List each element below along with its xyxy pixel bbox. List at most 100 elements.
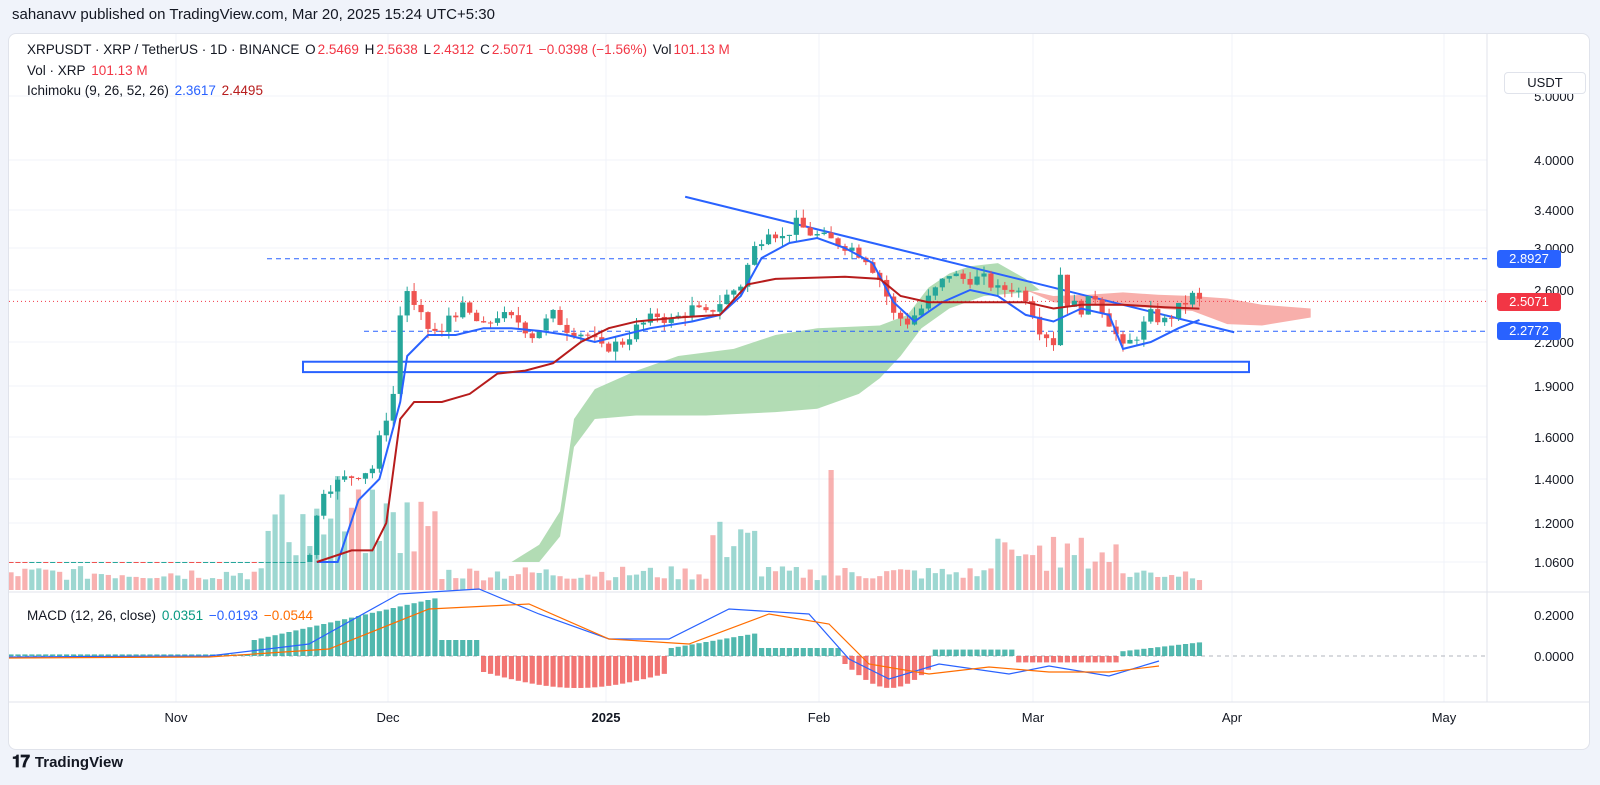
macd-hist-bar bbox=[390, 608, 396, 656]
volume-bar bbox=[898, 569, 904, 590]
candle-body bbox=[640, 322, 647, 325]
volume-bar bbox=[251, 571, 257, 590]
volume-bar bbox=[606, 580, 612, 590]
macd-hist-bar bbox=[884, 656, 890, 688]
volume-bar bbox=[258, 568, 264, 590]
candle-body bbox=[529, 333, 535, 339]
macd-hist-bar bbox=[182, 654, 188, 656]
time-tick-label: Feb bbox=[808, 710, 830, 725]
macd-hist-bar bbox=[70, 654, 77, 656]
volume-bar bbox=[1148, 572, 1154, 590]
macd-hist-bar bbox=[272, 635, 278, 656]
macd-hist-bar bbox=[925, 656, 931, 670]
volume-bar bbox=[960, 577, 966, 590]
symbol-title[interactable]: XRPUSDT · XRP / TetherUS · 1D · BINANCE bbox=[27, 42, 300, 57]
candle-body bbox=[91, 562, 97, 563]
macd-hist-bar bbox=[1113, 656, 1119, 663]
candle-body bbox=[154, 562, 160, 563]
volume-bar bbox=[279, 494, 285, 590]
candle-body bbox=[974, 276, 980, 285]
volume-bar bbox=[543, 569, 549, 590]
volume-bar bbox=[362, 553, 369, 590]
macd-hist-bar bbox=[1085, 656, 1091, 663]
candle-body bbox=[765, 234, 772, 245]
volume-bar bbox=[752, 530, 758, 590]
candle-body bbox=[161, 562, 167, 563]
macd-hist-bar bbox=[731, 637, 737, 656]
macd-hist-bar bbox=[981, 649, 987, 656]
volume-bar bbox=[1057, 567, 1064, 590]
candle-body bbox=[300, 562, 306, 563]
macd-hist-bar bbox=[432, 598, 438, 656]
candle-body bbox=[369, 468, 375, 474]
volume-bar bbox=[1162, 576, 1168, 590]
chart-canvas[interactable]: 5.00004.00003.40003.00002.60002.20001.90… bbox=[9, 34, 1590, 750]
volume-indicator-label[interactable]: Vol · XRP bbox=[27, 63, 86, 78]
macd-line-value: −0.0193 bbox=[208, 608, 259, 623]
volume-bar bbox=[668, 566, 674, 590]
chart-frame[interactable]: 5.0000 4.0000 3.4000 3.0000 2.6000 2.2000 1.90… bbox=[8, 33, 1590, 750]
volume-bar bbox=[265, 530, 271, 590]
ichimoku-label[interactable]: Ichimoku (9, 26, 52, 26) bbox=[27, 83, 169, 98]
volume-bar bbox=[745, 532, 751, 590]
macd-hist-bar bbox=[772, 648, 779, 656]
macd-hist-bar bbox=[147, 654, 153, 656]
macd-signal-value: −0.0544 bbox=[263, 608, 314, 623]
volume-bar bbox=[557, 576, 563, 590]
candle-body bbox=[1023, 290, 1029, 302]
macd-hist-bar bbox=[522, 656, 528, 683]
macd-hist-bar bbox=[383, 609, 389, 656]
candle-body bbox=[807, 227, 813, 236]
volume-bar bbox=[369, 489, 375, 590]
candle-body bbox=[487, 322, 494, 324]
volume-bar bbox=[1176, 576, 1182, 590]
candle-body bbox=[140, 562, 146, 563]
candle-body bbox=[967, 278, 973, 285]
currency-button[interactable]: USDT bbox=[1504, 72, 1586, 94]
macd-hist-bar bbox=[995, 649, 1001, 656]
volume-bar bbox=[43, 569, 49, 590]
volume-bar bbox=[22, 568, 28, 590]
macd-hist-bar bbox=[717, 639, 723, 656]
macd-hist-bar bbox=[1141, 648, 1147, 656]
macd-signal-line bbox=[9, 603, 1160, 675]
macd-hist-bar bbox=[821, 648, 827, 656]
candle-body bbox=[1002, 285, 1008, 290]
macd-line bbox=[9, 588, 1160, 680]
candle-body bbox=[251, 562, 257, 563]
candle-body bbox=[1148, 309, 1154, 322]
volume-bar bbox=[800, 577, 806, 590]
macd-label[interactable]: MACD (12, 26, close) bbox=[27, 608, 157, 623]
candle-body bbox=[1064, 274, 1070, 307]
macd-hist-bar bbox=[967, 649, 973, 656]
macd-hist-bar bbox=[578, 656, 584, 688]
volume-bar bbox=[585, 574, 591, 590]
macd-hist-bar bbox=[355, 616, 362, 656]
volume-bar bbox=[620, 566, 626, 590]
volume-bar bbox=[77, 566, 84, 590]
candle-body bbox=[1196, 292, 1203, 299]
candle-body bbox=[272, 562, 278, 563]
macd-hist-bar bbox=[620, 656, 626, 684]
volume-bar bbox=[953, 572, 959, 590]
volume-bar bbox=[814, 580, 820, 590]
footer-brand[interactable]: 𝟏𝟕 TradingView bbox=[12, 752, 123, 772]
macd-hist-bar bbox=[446, 640, 452, 656]
volume-bar bbox=[487, 577, 494, 590]
volume-bar bbox=[425, 526, 431, 590]
macd-hist-bar bbox=[119, 654, 125, 656]
candle-body bbox=[911, 315, 918, 325]
volume-bar bbox=[877, 576, 883, 590]
candle-body bbox=[474, 312, 480, 322]
macd-hist-bar bbox=[494, 656, 501, 676]
volume-bar bbox=[272, 514, 278, 590]
macd-hist-bar bbox=[918, 656, 925, 676]
volume-bar bbox=[1113, 544, 1119, 590]
candle-body bbox=[870, 262, 876, 273]
volume-bar bbox=[661, 578, 667, 590]
macd-hist-bar bbox=[342, 619, 348, 656]
macd-hist-bar bbox=[515, 656, 521, 681]
candle-body bbox=[1106, 313, 1112, 327]
candle-body bbox=[335, 479, 341, 492]
macd-hist-bar bbox=[418, 601, 424, 656]
